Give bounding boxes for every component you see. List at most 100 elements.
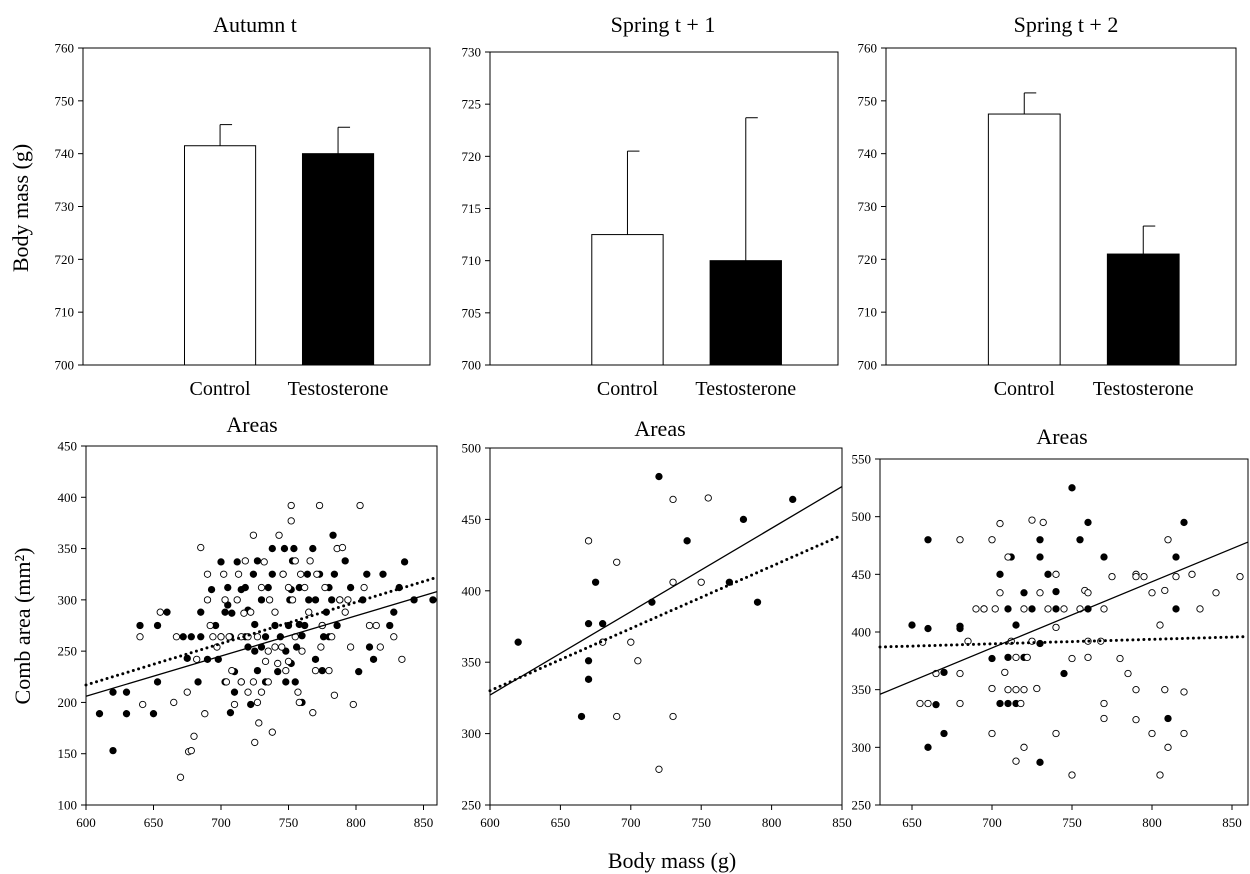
data-point	[956, 699, 964, 708]
data-point	[224, 583, 232, 592]
bar	[591, 234, 664, 366]
data-point	[217, 633, 225, 641]
panel-title: Areas	[634, 416, 685, 441]
data-point	[1132, 716, 1140, 724]
data-point	[253, 633, 262, 641]
y-tick-label: 300	[852, 740, 872, 755]
data-point	[996, 589, 1004, 597]
plot-frame	[879, 458, 1249, 806]
data-point	[274, 659, 282, 668]
plot-frame	[85, 445, 438, 806]
data-point	[697, 578, 705, 586]
data-point	[209, 633, 217, 641]
plot-area: 250 300 350 400 450 500 550 650 700 750 800 850	[852, 452, 1250, 830]
data-point	[264, 583, 272, 592]
data-point	[255, 719, 263, 727]
data-point	[1148, 729, 1156, 738]
data-point	[390, 608, 398, 616]
data-point	[313, 570, 321, 578]
data-point	[329, 531, 337, 539]
data-point	[996, 570, 1004, 578]
data-point	[584, 619, 593, 628]
data-point	[291, 557, 299, 565]
y-tick-label: 700	[55, 358, 75, 373]
data-point	[290, 544, 298, 553]
data-point	[301, 583, 309, 592]
data-point	[282, 666, 290, 675]
x-tick-label: 800	[1142, 815, 1162, 830]
data-point	[301, 621, 309, 630]
data-point	[655, 765, 663, 773]
data-point	[584, 675, 593, 683]
data-point	[325, 666, 333, 675]
y-tick-label: 710	[462, 253, 482, 268]
data-point	[176, 773, 185, 781]
y-tick-label: 350	[852, 682, 872, 697]
data-point	[271, 643, 279, 651]
data-point	[190, 732, 198, 740]
data-point	[330, 570, 339, 578]
data-point	[109, 688, 117, 696]
data-point	[317, 643, 325, 651]
data-point	[241, 583, 249, 592]
data-point	[956, 669, 964, 678]
data-point	[355, 668, 363, 676]
data-point	[1212, 589, 1220, 597]
y-tick-label: 725	[462, 97, 482, 112]
data-point	[338, 543, 347, 552]
data-point	[280, 544, 289, 553]
data-point	[249, 531, 258, 539]
data-point	[220, 570, 228, 578]
plot-frame	[489, 447, 843, 806]
data-point	[1004, 553, 1012, 561]
data-point	[1164, 536, 1172, 544]
data-point	[1132, 572, 1140, 581]
data-point	[109, 746, 117, 755]
data-point	[1033, 684, 1041, 693]
y-tick-label: 710	[55, 305, 75, 320]
data-point	[292, 643, 301, 651]
regression-line-solid	[489, 485, 843, 696]
x-tick-label: 650	[551, 815, 571, 830]
data-point	[203, 570, 212, 578]
data-point	[1020, 589, 1028, 597]
data-point	[330, 691, 339, 699]
data-point	[298, 647, 306, 655]
x-tick-label: 700	[982, 815, 1002, 830]
data-point	[1017, 699, 1025, 708]
plot-area: 250 300 350 400 450 500 600 650 700 750 800 850	[462, 441, 852, 831]
x-tick-label: 700	[621, 815, 641, 830]
data-point	[1172, 605, 1180, 613]
data-point	[328, 633, 336, 641]
y-tick-label: 715	[462, 201, 482, 216]
panel-title: Autumn t	[213, 12, 297, 37]
data-point	[346, 643, 355, 651]
x-tick-label: 750	[1062, 815, 1082, 830]
panel-areas-scatter-2: Areas Body mass (g) 250 300 350 400 450 500 60…	[462, 416, 852, 873]
data-point	[136, 621, 144, 630]
data-point	[296, 570, 305, 578]
data-point	[789, 495, 797, 504]
data-point	[379, 570, 387, 578]
regression-line-solid	[85, 591, 438, 697]
y-tick-label: 250	[462, 798, 482, 813]
data-point	[956, 624, 964, 633]
data-point	[940, 729, 948, 738]
data-point	[1132, 686, 1140, 694]
data-point	[1039, 518, 1047, 527]
y-tick-label: 400	[58, 490, 78, 505]
y-tick-label: 730	[462, 45, 482, 60]
data-point	[156, 608, 164, 616]
data-point	[1052, 605, 1060, 613]
data-point	[221, 596, 229, 604]
data-point	[226, 709, 235, 717]
data-point	[1084, 589, 1092, 597]
y-tick-label: 500	[852, 509, 872, 524]
x-tick-label: 650	[902, 815, 922, 830]
data-point	[251, 620, 259, 629]
data-point	[201, 710, 209, 718]
panel-spring-t2-bar-chart: Spring t + 2 700 710 720 730 740 750 760 Contro…	[858, 12, 1237, 400]
data-point	[988, 729, 996, 738]
x-axis-label: Body mass (g)	[608, 848, 736, 873]
data-point	[1012, 757, 1020, 765]
